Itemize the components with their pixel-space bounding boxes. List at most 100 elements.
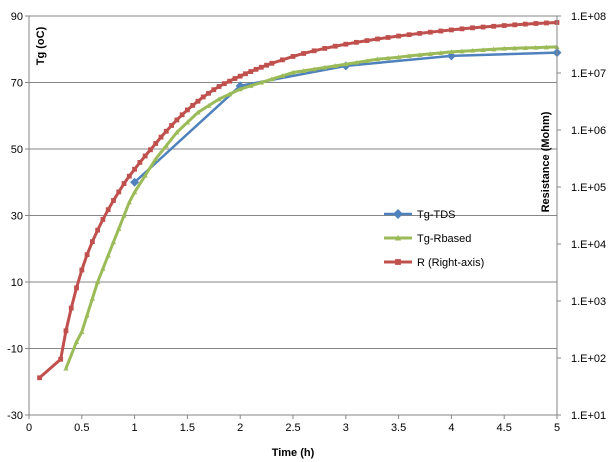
r-right-axis-point — [353, 39, 359, 45]
legend-entry-tg-tds: Tg-TDS — [384, 209, 456, 221]
legend-label-tg-rbased: Tg-Rbased — [417, 233, 471, 245]
tg-rbased-point — [237, 86, 243, 92]
r-right-axis-point — [100, 217, 106, 222]
r-right-axis-point — [417, 31, 423, 36]
tg-rbased-point — [543, 44, 550, 50]
tg-rbased-point — [512, 45, 518, 51]
y2-tick-label: 1.E+04 — [571, 239, 606, 251]
tg-rbased-point — [153, 156, 159, 162]
r-right-axis-point — [237, 73, 243, 79]
r-right-axis-point — [37, 375, 42, 381]
r-right-axis-point — [211, 87, 217, 93]
tg-rbased-point — [100, 266, 106, 271]
y-tick-label: -10 — [7, 344, 23, 356]
x-tick-label: 4.5 — [497, 422, 512, 434]
r-right-axis-point — [533, 21, 539, 26]
r-right-axis-point — [480, 24, 486, 30]
r-right-axis-point — [396, 33, 401, 39]
tg-rbased-point — [258, 79, 264, 85]
r-right-axis-point — [121, 181, 127, 186]
y2-axis-title: Resistance (Mohm) — [540, 111, 552, 212]
y2-tick-label: 1.E+07 — [571, 68, 606, 80]
r-right-axis-point — [459, 26, 465, 32]
tg-rbased-point — [132, 189, 138, 195]
r-right-axis-point — [385, 35, 391, 40]
tg-rbased-point — [533, 44, 539, 50]
axes — [25, 15, 561, 419]
legend-tg-tds-point — [393, 209, 403, 219]
r-right-axis-point — [322, 46, 328, 51]
r-right-axis-point — [264, 62, 269, 68]
tg-rbased-point — [73, 339, 80, 344]
r-right-axis-point — [364, 38, 370, 44]
r-right-axis-point — [491, 23, 497, 29]
r-right-axis-point — [142, 153, 148, 159]
r-right-axis-point — [58, 356, 64, 362]
tg-tds-point — [130, 177, 140, 187]
r-right-axis-point — [221, 81, 227, 87]
tg-rbased-point — [95, 279, 101, 285]
r-right-axis-point — [269, 60, 275, 66]
tg-rbased-point — [174, 129, 180, 135]
r-right-axis-point — [501, 23, 507, 28]
tg-rbased-point — [459, 48, 465, 54]
tg-rbased-point — [448, 49, 454, 54]
tg-rbased-point — [417, 52, 423, 57]
r-right-axis-point — [290, 54, 296, 59]
tg-rbased-point — [269, 76, 275, 82]
tg-rbased-point — [227, 91, 233, 97]
gridlines — [29, 15, 557, 349]
r-right-axis-point — [232, 76, 238, 81]
tg-rbased-point — [491, 46, 497, 52]
r-right-axis-point — [179, 112, 185, 118]
tg-rbased-point — [195, 109, 201, 115]
r-right-axis-point — [89, 239, 95, 245]
x-tick-label: 5 — [554, 422, 560, 434]
tg-rbased-point — [353, 59, 359, 65]
x-tick-label: 3.5 — [391, 422, 406, 434]
r-right-axis-point — [258, 64, 264, 70]
tg-rbased-point — [332, 63, 338, 68]
tg-rbased-point — [438, 50, 444, 55]
legend-entry-tg-rbased: Tg-Rbased — [384, 233, 471, 245]
tg-rbased-point — [110, 239, 117, 245]
r-right-axis-point — [137, 160, 143, 165]
series-line-tg-tds — [133, 51, 558, 184]
x-axis-title: Time (h) — [272, 447, 315, 459]
tg-rbased-point — [311, 66, 317, 72]
tg-rbased-point — [385, 55, 391, 61]
x-tick-label: 1 — [132, 422, 138, 434]
tg-rbased-point — [522, 45, 528, 50]
r-right-axis-point — [311, 48, 317, 54]
r-right-axis-point — [63, 328, 69, 334]
r-right-axis-point — [470, 25, 475, 31]
tg-rbased-point — [121, 212, 127, 218]
r-right-axis-point — [126, 173, 132, 179]
r-right-axis-point — [111, 198, 116, 203]
r-right-axis-point — [153, 141, 159, 146]
r-right-axis-point — [206, 90, 211, 96]
legend-r-right-axis-point — [395, 259, 401, 265]
y-axis-title: Tg (oC) — [35, 26, 47, 65]
r-right-axis-point — [68, 305, 74, 311]
r-right-axis-point — [105, 207, 111, 213]
legend-label-tg-tds: Tg-TDS — [417, 209, 456, 221]
r-right-axis-point — [406, 32, 412, 38]
r-right-axis-point — [163, 128, 169, 134]
tg-rbased-point — [501, 45, 507, 51]
x-tick-label: 2.5 — [285, 422, 300, 434]
tg-rbased-point — [105, 252, 111, 258]
y2-tick-label: 1.E+05 — [571, 182, 606, 194]
series-r-right-axis — [37, 20, 560, 381]
tg-rbased-point — [89, 296, 95, 301]
tg-rbased-point — [322, 64, 328, 70]
x-tick-label: 1.5 — [180, 422, 195, 434]
tg-rbased-point — [279, 73, 286, 78]
tg-rbased-point — [216, 96, 222, 102]
r-right-axis-point — [512, 22, 518, 28]
r-right-axis-point — [116, 189, 122, 195]
r-right-axis-point — [427, 29, 433, 35]
series-line-tg-rbased — [64, 45, 558, 370]
series-layer — [37, 20, 562, 381]
